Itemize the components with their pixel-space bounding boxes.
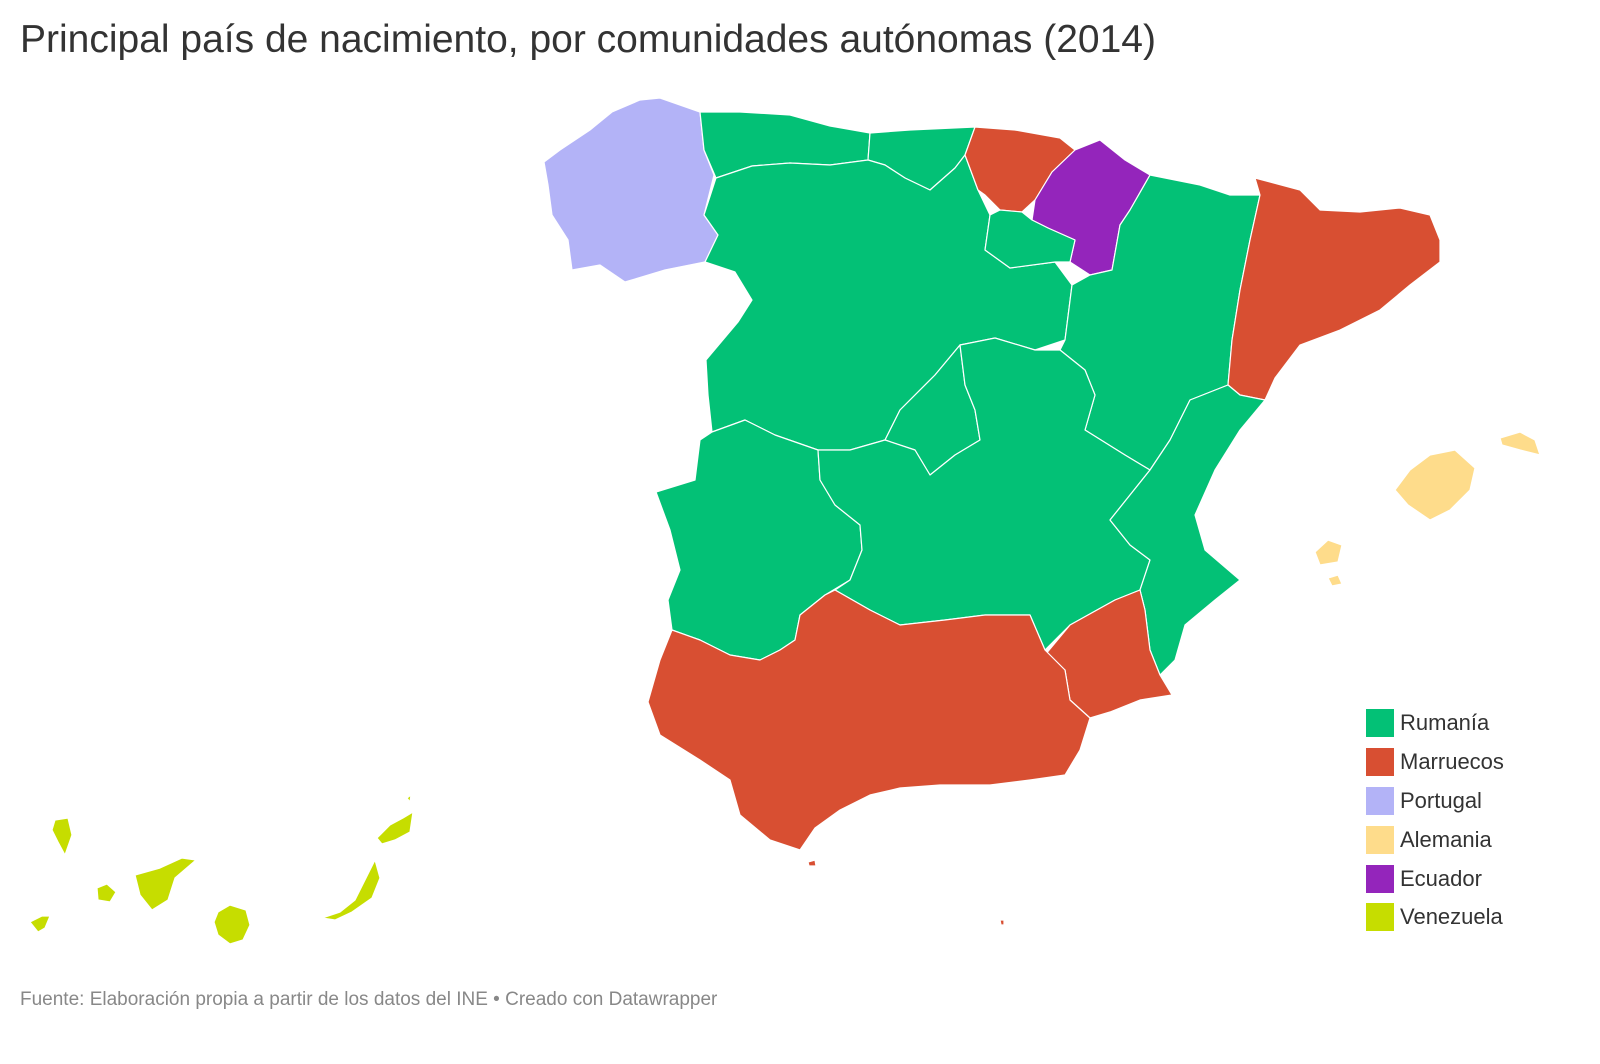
legend-item: Alemania: [1366, 820, 1504, 859]
region-andalucia[interactable]: [647, 589, 1091, 851]
legend-swatch: [1366, 709, 1394, 738]
legend-label: Marruecos: [1400, 749, 1504, 775]
legend-item: Rumanía: [1366, 704, 1504, 743]
legend-item: Ecuador: [1366, 859, 1504, 898]
region-melilla[interactable]: [999, 919, 1005, 926]
legend-item: Marruecos: [1366, 743, 1504, 782]
region-cataluna[interactable]: [1227, 177, 1441, 401]
legend-swatch: [1366, 864, 1394, 893]
legend-item: Venezuela: [1366, 898, 1504, 937]
region-ceuta[interactable]: [807, 859, 817, 867]
legend-label: Portugal: [1400, 787, 1482, 813]
legend-swatch: [1366, 825, 1394, 854]
region-canarias[interactable]: [29, 794, 414, 945]
legend-swatch: [1366, 786, 1394, 815]
chart-title: Principal país de nacimiento, por comuni…: [20, 18, 1156, 61]
legend-label: Rumanía: [1400, 710, 1490, 736]
legend-label: Ecuador: [1400, 865, 1482, 891]
source-note: Fuente: Elaboración propia a partir de l…: [20, 989, 718, 1010]
legend-label: Venezuela: [1400, 904, 1503, 930]
legend: Rumanía Marruecos Portugal Alemania Ecuador V…: [1366, 704, 1504, 937]
legend-swatch: [1366, 903, 1394, 932]
region-islas-baleares[interactable]: [1314, 431, 1541, 587]
legend-label: Alemania: [1400, 826, 1492, 852]
legend-swatch: [1366, 748, 1394, 777]
region-la-rioja[interactable]: [984, 209, 1076, 269]
region-galicia[interactable]: [543, 97, 719, 283]
legend-item: Portugal: [1366, 782, 1504, 821]
